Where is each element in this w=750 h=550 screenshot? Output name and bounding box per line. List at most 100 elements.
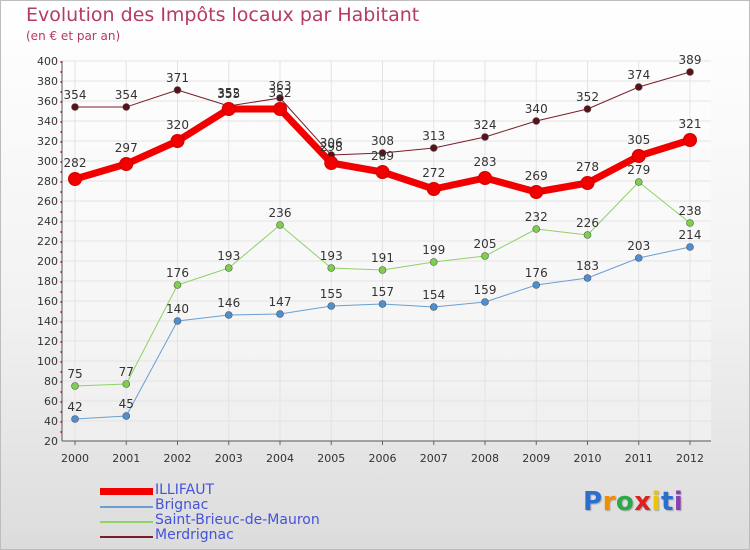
data-point-illifaut: [478, 171, 492, 185]
logo-letter: P: [583, 487, 603, 517]
data-label-saint-brieuc-de-mauron: 193: [320, 249, 343, 263]
y-tick-label: 240: [37, 215, 58, 228]
data-label-merdrignac: 354: [64, 88, 87, 102]
legend-swatch-brignac: [100, 506, 153, 508]
x-tick-label: 2010: [574, 452, 602, 465]
data-label-brignac: 157: [371, 285, 394, 299]
y-tick-label: 80: [44, 375, 58, 388]
legend-label-saint-brieuc: Saint-Brieuc-de-Mauron: [155, 512, 320, 528]
y-tick-label: 160: [37, 295, 58, 308]
y-tick-label: 320: [37, 135, 58, 148]
data-label-illifaut: 297: [115, 141, 138, 155]
data-label-saint-brieuc-de-mauron: 236: [269, 206, 292, 220]
data-point-merdrignac: [173, 86, 182, 94]
data-point-saint-brieuc-de-mauron: [429, 258, 438, 266]
data-point-merdrignac: [429, 144, 438, 152]
legend-label-merdrignac: Merdrignac: [155, 527, 234, 543]
data-label-merdrignac: 363: [269, 79, 292, 93]
data-point-saint-brieuc-de-mauron: [276, 221, 284, 229]
x-tick-label: 2009: [522, 452, 550, 465]
data-label-illifaut: 352: [269, 86, 292, 100]
data-point-brignac: [276, 310, 284, 318]
logo-letter: i: [673, 487, 684, 517]
x-tick-label: 2012: [676, 452, 704, 465]
data-label-illifaut: 298: [320, 140, 343, 154]
data-point-brignac: [686, 243, 694, 251]
data-label-saint-brieuc-de-mauron: 176: [166, 266, 189, 280]
data-point-brignac: [173, 317, 182, 325]
x-tick-label: 2003: [215, 452, 243, 465]
data-point-merdrignac: [583, 105, 592, 113]
data-label-illifaut: 283: [474, 155, 497, 169]
data-point-illifaut: [221, 102, 236, 116]
x-tick-label: 2002: [164, 452, 192, 465]
data-label-brignac: 140: [166, 302, 189, 316]
x-tick-label: 2000: [61, 452, 89, 465]
data-point-illifaut: [170, 134, 185, 148]
data-label-illifaut: 289: [371, 149, 394, 163]
data-point-brignac: [378, 300, 387, 308]
data-point-brignac: [327, 302, 336, 310]
logo-letter: i: [651, 487, 661, 517]
data-label-illifaut: 269: [525, 169, 548, 183]
data-label-saint-brieuc-de-mauron: 199: [422, 243, 445, 257]
legend-label-illifaut: ILLIFAUT: [155, 482, 215, 498]
data-point-brignac: [122, 412, 131, 420]
y-tick-label: 260: [37, 195, 58, 208]
legend-label-brignac: Brignac: [155, 497, 209, 513]
y-tick-label: 140: [37, 315, 58, 328]
data-label-brignac: 214: [679, 228, 702, 242]
data-point-illifaut: [375, 165, 390, 179]
chart-title: Evolution des Impôts locaux par Habitant: [26, 4, 420, 26]
x-tick-label: 2001: [112, 452, 140, 465]
data-point-merdrignac: [71, 103, 79, 111]
data-label-saint-brieuc-de-mauron: 77: [119, 365, 134, 379]
data-point-illifaut: [529, 185, 544, 199]
data-label-saint-brieuc-de-mauron: 232: [525, 210, 548, 224]
data-label-merdrignac: 389: [679, 53, 702, 67]
data-label-merdrignac: 374: [627, 68, 650, 82]
legend-swatch-illifaut: [100, 488, 153, 495]
legend-swatch-merdrignac: [100, 536, 153, 538]
x-tick-label: 2005: [317, 452, 345, 465]
data-label-brignac: 176: [525, 266, 548, 280]
data-label-illifaut: 305: [627, 133, 650, 147]
data-point-merdrignac: [276, 94, 284, 102]
data-point-brignac: [224, 311, 233, 319]
logo-letter: r: [602, 487, 616, 517]
data-label-brignac: 203: [627, 239, 650, 253]
x-tick-label: 2006: [369, 452, 397, 465]
data-label-brignac: 155: [320, 287, 343, 301]
data-point-illifaut: [273, 102, 287, 116]
data-label-merdrignac: 352: [576, 90, 599, 104]
data-label-merdrignac: 354: [115, 88, 138, 102]
data-point-illifaut: [68, 172, 82, 186]
data-label-brignac: 146: [217, 296, 240, 310]
logo-letter: o: [615, 487, 635, 517]
data-label-brignac: 159: [474, 283, 497, 297]
data-point-saint-brieuc-de-mauron: [583, 231, 592, 239]
data-point-merdrignac: [481, 133, 489, 141]
data-label-merdrignac: 355: [217, 87, 240, 101]
y-tick-label: 280: [37, 175, 58, 188]
data-point-brignac: [71, 415, 79, 423]
data-point-saint-brieuc-de-mauron: [378, 266, 387, 274]
data-label-merdrignac: 371: [166, 71, 189, 85]
data-label-merdrignac: 313: [422, 129, 445, 143]
data-point-saint-brieuc-de-mauron: [686, 219, 694, 227]
y-tick-label: 340: [37, 115, 58, 128]
data-label-illifaut: 282: [64, 156, 87, 170]
data-point-brignac: [583, 274, 592, 282]
logo-letter: x: [634, 487, 652, 517]
data-point-merdrignac: [634, 83, 643, 91]
data-point-illifaut: [683, 133, 697, 147]
data-label-brignac: 42: [67, 400, 82, 414]
data-point-saint-brieuc-de-mauron: [173, 281, 182, 289]
data-label-saint-brieuc-de-mauron: 205: [474, 237, 497, 251]
y-tick-label: 20: [44, 435, 58, 448]
plot-area: [62, 61, 711, 441]
data-point-brignac: [634, 254, 643, 262]
data-label-saint-brieuc-de-mauron: 279: [627, 163, 650, 177]
data-label-saint-brieuc-de-mauron: 75: [67, 367, 82, 381]
